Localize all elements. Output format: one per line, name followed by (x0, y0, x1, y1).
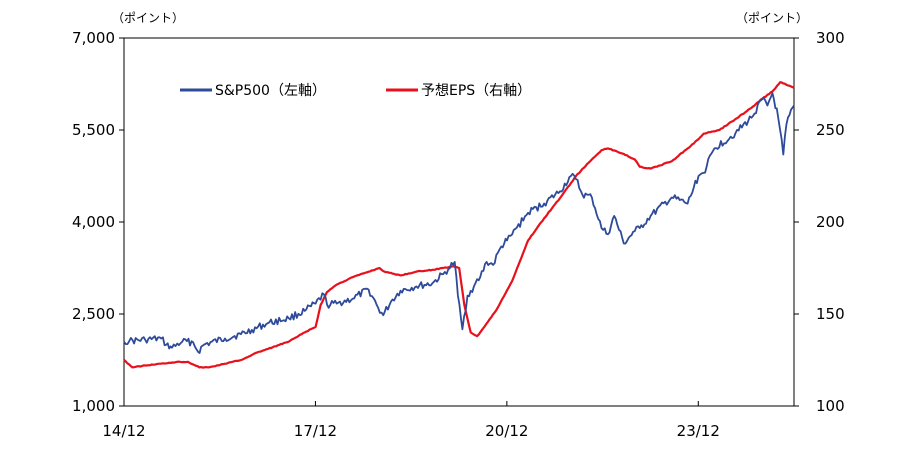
series-line-eps (123, 81, 795, 369)
legend-label-eps: 予想EPS（右軸） (421, 83, 531, 99)
left-axis: 1,000 2,500 4,000 5,500 7,000 (72, 29, 124, 415)
left-axis-tick-label: 7,000 (72, 29, 115, 47)
x-axis: 14/12 17/12 20/12 23/12 (102, 401, 720, 440)
right-axis-tick-label: 250 (816, 121, 845, 139)
left-axis-tick-label: 5,500 (72, 121, 115, 139)
left-axis-tick-label: 1,000 (72, 397, 115, 415)
x-axis-tick-label: 17/12 (294, 422, 337, 440)
right-axis-tick-label: 150 (816, 305, 845, 323)
left-axis-tick-label: 2,500 (72, 305, 115, 323)
left-axis-unit-label: （ポイント） (112, 11, 184, 25)
legend-label-sp500: S&P500（左軸） (215, 83, 326, 99)
right-axis: 100 150 200 250 300 (794, 29, 845, 415)
x-axis-tick-label: 14/12 (102, 422, 145, 440)
series-line-sp500 (123, 92, 795, 354)
x-axis-tick-label: 20/12 (485, 422, 528, 440)
legend: S&P500（左軸） 予想EPS（右軸） (180, 83, 531, 99)
right-axis-tick-label: 300 (816, 29, 845, 47)
right-axis-tick-label: 100 (816, 397, 845, 415)
right-axis-unit-label: （ポイント） (736, 11, 808, 25)
x-axis-tick-label: 23/12 (677, 422, 720, 440)
right-axis-tick-label: 200 (816, 213, 845, 231)
left-axis-tick-label: 4,000 (72, 213, 115, 231)
